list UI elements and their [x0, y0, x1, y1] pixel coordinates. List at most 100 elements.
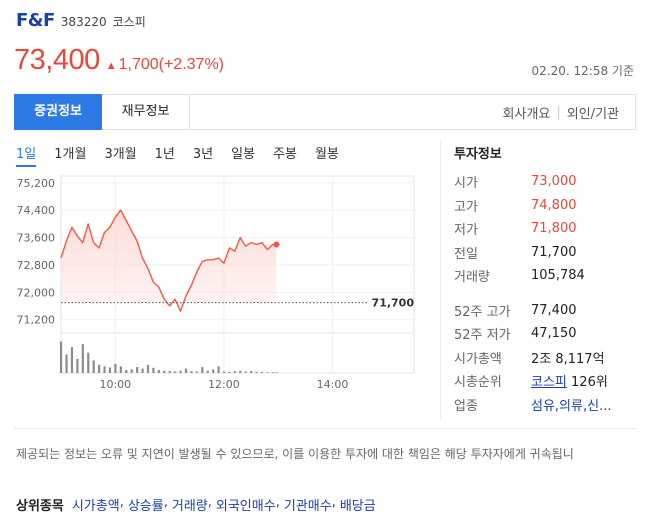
top-link-market-cap[interactable]: 시가총액 — [71, 499, 120, 514]
info-row-prev: 전일 71,700 — [454, 241, 644, 265]
volume-bar — [228, 371, 231, 373]
stock-name[interactable]: F&F — [16, 10, 55, 31]
volume-bar — [87, 352, 90, 373]
top-link-dividend[interactable]: 배당금 — [339, 499, 376, 514]
foreign-institution-link[interactable]: 외인/기관 — [566, 106, 619, 122]
info-label: 거래량 — [454, 270, 490, 286]
volume-bar — [271, 372, 274, 373]
period-weekly[interactable]: 주봉 — [273, 147, 297, 162]
period-1m[interactable]: 1개월 — [54, 147, 87, 162]
volume-bar — [190, 371, 193, 373]
top-link-foreign-buy[interactable]: 외국인매수 — [215, 499, 276, 514]
industry-link[interactable]: 섬유,의류,신... — [531, 398, 612, 414]
investment-info-title: 투자정보 — [454, 147, 502, 162]
info-value: 71,700 — [531, 244, 577, 260]
price-row: 73,400 ▲ 1,700(+2.37%) — [14, 44, 224, 77]
last-price-dot — [273, 241, 280, 248]
volume-bar — [76, 358, 79, 373]
volume-bar — [65, 354, 68, 373]
volume-bar — [217, 366, 220, 373]
tab-financial-info[interactable]: 재무정보 — [102, 95, 190, 130]
info-row-52w-high: 52주 고가 77,400 — [454, 299, 644, 323]
volume-bar — [103, 366, 106, 373]
stock-code: 383220 — [60, 15, 107, 29]
info-row-open: 시가 73,000 — [454, 170, 644, 194]
info-row-market-cap: 시가총액 2조 8,117억 — [454, 346, 644, 370]
info-value: 2조 8,117억 — [531, 351, 605, 367]
volume-bar — [206, 370, 209, 373]
y-tick-label: 75,200 — [17, 177, 56, 190]
info-value: 47,150 — [531, 326, 577, 342]
volume-bar — [260, 371, 264, 373]
volume-bar — [266, 372, 269, 373]
investment-info: 투자정보 시가 73,000 고가 74,800 저가 71,800 전일 71… — [454, 143, 644, 416]
volume-bar — [125, 370, 128, 373]
info-row-volume: 거래량 105,784 — [454, 264, 644, 288]
rank-value: 126위 — [571, 375, 608, 391]
top-link-volume[interactable]: 거래량 — [171, 499, 208, 514]
volume-bar — [244, 371, 247, 373]
info-label: 전일 — [454, 246, 478, 262]
info-value: 73,000 — [531, 174, 577, 190]
stock-header: F&F 383220 코스피 — [16, 10, 146, 31]
info-tabs: 증권정보 재무정보 회사개요 | 외인/기관 — [14, 94, 636, 130]
reference-label: 71,700 — [372, 297, 415, 310]
period-3y[interactable]: 3년 — [192, 147, 214, 162]
period-1d[interactable]: 1일 — [16, 143, 37, 167]
volume-bar — [146, 364, 150, 373]
volume-bar — [239, 370, 242, 373]
price-change-value: 1,700(+2.37%) — [118, 56, 224, 73]
top-link-institution-buy[interactable]: 기관매수 — [283, 499, 332, 514]
info-label: 52주 저가 — [454, 328, 511, 344]
period-monthly[interactable]: 월봉 — [314, 147, 339, 162]
volume-bar — [98, 364, 101, 373]
volume-bar — [250, 371, 253, 373]
period-daily[interactable]: 일봉 — [231, 147, 256, 162]
info-row-industry: 업종 섬유,의류,신... — [454, 393, 644, 417]
volume-bar — [114, 363, 117, 373]
volume-bar — [70, 347, 74, 373]
info-value: 105,784 — [531, 268, 585, 284]
volume-bar — [130, 369, 133, 373]
info-gap — [454, 288, 644, 299]
info-label: 고가 — [454, 199, 478, 215]
top-link-separator: , — [207, 495, 212, 510]
volume-bar — [163, 370, 166, 373]
info-row-high: 고가 74,800 — [454, 194, 644, 218]
info-value: 77,400 — [531, 302, 577, 318]
y-tick-label: 72,800 — [17, 259, 56, 272]
volume-bar — [212, 369, 215, 373]
rank-market-link[interactable]: 코스피 — [531, 375, 567, 391]
price-chart[interactable]: 75,200 74,400 73,600 72,800 72,000 71,200 10:0… — [14, 170, 424, 402]
top-items-label: 상위종목 — [16, 499, 64, 514]
section-divider — [440, 140, 441, 420]
x-tick-label: 12:00 — [208, 378, 240, 391]
volume-bar — [174, 371, 177, 373]
top-items-bar: 상위종목 시가총액, 상승률, 거래량, 외국인매수, 기관매수, 배당금 — [16, 495, 376, 514]
volume-bar — [233, 371, 236, 373]
info-label: 시가 — [454, 176, 478, 192]
volume-bar — [184, 368, 188, 373]
volume-bar — [152, 367, 155, 373]
top-link-separator: , — [331, 495, 336, 510]
price-chart-svg: 75,200 74,400 73,600 72,800 72,000 71,200 10:0… — [17, 175, 415, 391]
volume-bar — [60, 341, 63, 373]
price-change: ▲ 1,700(+2.37%) — [106, 56, 224, 74]
tab-right-links: 회사개요 | 외인/기관 — [503, 95, 635, 129]
info-value: 코스피 126위 — [531, 371, 608, 390]
top-link-rise-rate[interactable]: 상승률 — [127, 499, 164, 514]
top-link-separator: , — [163, 495, 168, 510]
tab-securities-info[interactable]: 증권정보 — [14, 94, 102, 130]
period-3m[interactable]: 3개월 — [104, 147, 137, 162]
volume-bar — [179, 370, 182, 373]
up-arrow-icon: ▲ — [105, 60, 117, 72]
volume-bar — [141, 368, 144, 373]
current-price: 73,400 — [14, 44, 100, 76]
x-tick-label: 14:00 — [317, 378, 349, 391]
notice-divider — [14, 428, 636, 429]
company-overview-link[interactable]: 회사개요 — [502, 106, 551, 122]
period-1y[interactable]: 1년 — [154, 147, 175, 162]
info-value: 71,800 — [531, 221, 577, 237]
info-label: 업종 — [454, 398, 478, 414]
volume-bar — [157, 370, 160, 373]
